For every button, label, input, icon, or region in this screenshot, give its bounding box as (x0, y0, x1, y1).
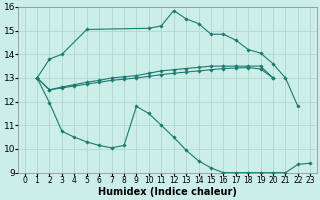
X-axis label: Humidex (Indice chaleur): Humidex (Indice chaleur) (98, 187, 237, 197)
